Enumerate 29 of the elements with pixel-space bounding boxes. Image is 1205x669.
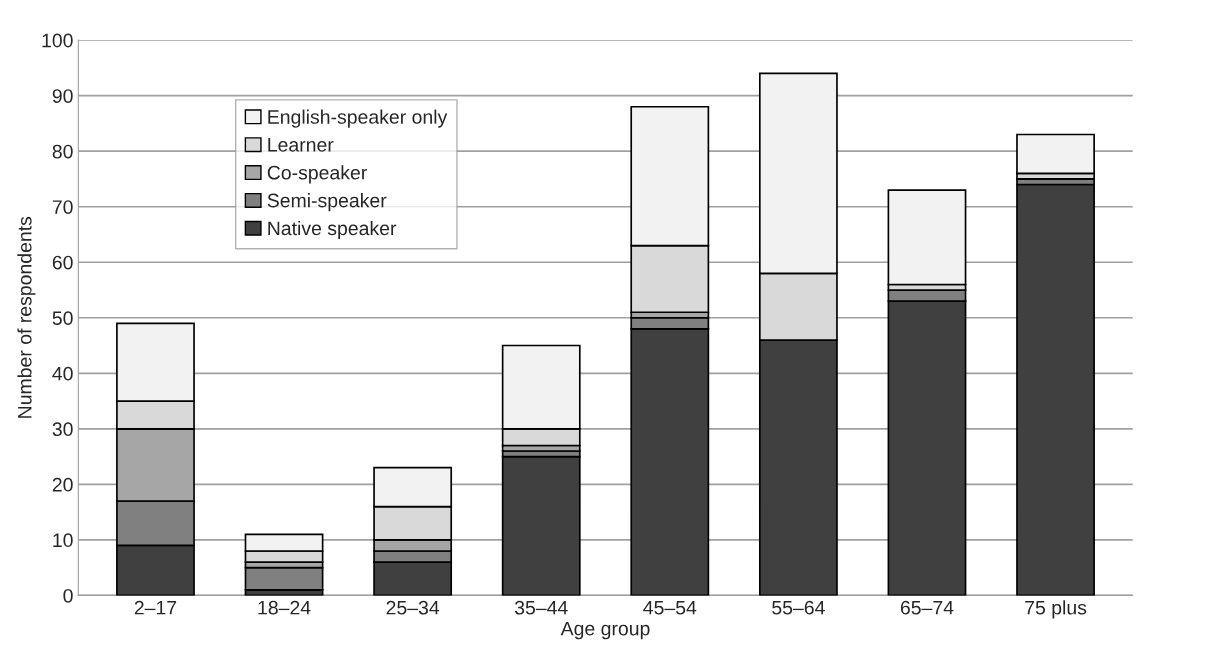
y-tick-label: 20 (52, 477, 73, 492)
bar (244, 566, 324, 591)
y-tick-label: 0 (63, 588, 73, 603)
y-tick-label: 90 (52, 89, 73, 103)
x-tick-label: 18–24 (258, 600, 311, 615)
y-tick-label: 50 (52, 311, 73, 326)
y-tick-label: 40 (52, 366, 73, 381)
x-tick-label: 65–74 (900, 600, 954, 615)
x-tick-label: 55–64 (772, 600, 825, 615)
legend-label: Co-speaker (267, 165, 367, 184)
bar (1016, 183, 1095, 596)
x-tick-label: 45–54 (643, 600, 697, 615)
legend-label: Native speaker (268, 220, 397, 240)
bar (501, 455, 581, 596)
y-tick-label: 70 (52, 200, 73, 214)
y-tick-label: 10 (53, 533, 73, 548)
y-tick-label: 30 (52, 422, 73, 437)
x-axis-title: Age group (560, 621, 650, 640)
legend-label: English-speaker only (268, 109, 448, 128)
y-tick-label: 100 (42, 33, 73, 48)
legend-label: Learner (268, 138, 334, 152)
x-tick-label: 25–34 (386, 600, 440, 615)
legend-label: Semi-speaker (267, 193, 387, 212)
y-axis-title: Number of respondents (17, 216, 36, 418)
y-tick-label: 80 (52, 144, 73, 159)
x-tick-label: 35–44 (514, 600, 568, 615)
y-tick-label: 60 (52, 255, 73, 270)
x-tick-label: 2–17 (134, 600, 177, 615)
x-tick-label: 75 plus (1025, 600, 1087, 619)
